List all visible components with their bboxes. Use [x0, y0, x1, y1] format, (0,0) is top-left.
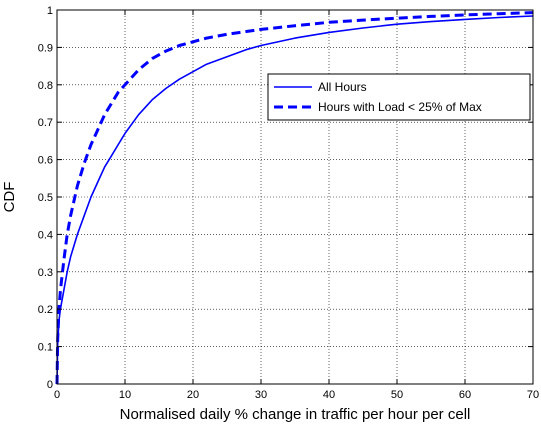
y-tick-label: 0.7	[38, 117, 53, 129]
series-line-all-hours	[56, 15, 534, 385]
y-tick-label: 0	[47, 379, 53, 391]
series-line-low-load-hours	[55, 11, 534, 385]
y-tick-label: 1	[47, 5, 53, 17]
x-tick-label: 60	[459, 389, 471, 401]
y-axis-label: CDF	[1, 182, 18, 213]
x-tick-label: 0	[54, 389, 60, 401]
x-tick-label: 10	[119, 389, 131, 401]
y-tick-label: 0.3	[38, 267, 53, 279]
legend: All Hours Hours with Load < 25% of Max	[267, 73, 531, 121]
y-tick-label: 0.1	[38, 342, 53, 354]
legend-label-all-hours: All Hours	[318, 80, 367, 94]
x-tick-label: 20	[187, 389, 199, 401]
series-layer	[55, 11, 534, 385]
x-tick-label: 70	[527, 389, 539, 401]
y-tick-label: 0.2	[38, 304, 53, 316]
y-tick-label: 0.6	[38, 155, 53, 167]
x-tick-label: 30	[255, 389, 267, 401]
y-tick-label: 0.9	[38, 42, 53, 54]
x-tick-label: 40	[323, 389, 335, 401]
axis-ticks: 0 10 20 30 40 50 60 70 0 0.1 0.2 0.3 0.4 0.5 0.6 0.7 0.8…	[38, 5, 539, 401]
x-tick-label: 50	[391, 389, 403, 401]
x-axis-label: Normalised daily % change in traffic per…	[120, 406, 471, 423]
y-tick-label: 0.5	[38, 192, 53, 204]
legend-label-low-load-hours: Hours with Load < 25% of Max	[318, 100, 482, 114]
legend-box	[267, 73, 531, 121]
y-tick-label: 0.4	[38, 229, 53, 241]
y-tick-label: 0.8	[38, 80, 53, 92]
